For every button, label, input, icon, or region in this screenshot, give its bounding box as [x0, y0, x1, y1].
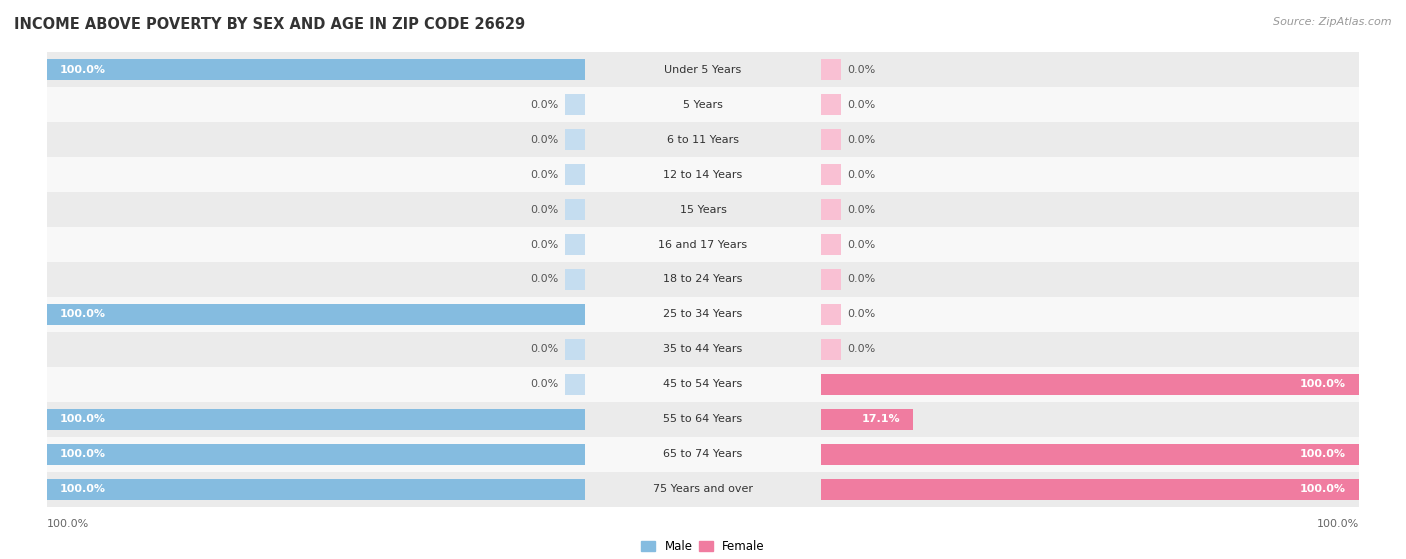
Text: 15 Years: 15 Years	[679, 205, 727, 215]
Bar	[46, 409, 585, 430]
Bar	[46, 87, 1360, 122]
Text: 0.0%: 0.0%	[530, 205, 558, 215]
Bar	[821, 444, 1360, 465]
Text: 0.0%: 0.0%	[530, 239, 558, 249]
Text: 0.0%: 0.0%	[530, 169, 558, 179]
Text: 0.0%: 0.0%	[530, 100, 558, 110]
Text: 0.0%: 0.0%	[848, 64, 876, 74]
Bar	[46, 402, 1360, 437]
Text: 18 to 24 Years: 18 to 24 Years	[664, 274, 742, 285]
Bar	[821, 374, 1360, 395]
Bar	[565, 339, 585, 360]
Text: 0.0%: 0.0%	[848, 205, 876, 215]
Bar	[46, 52, 1360, 87]
Text: 0.0%: 0.0%	[530, 135, 558, 145]
Text: 100.0%: 100.0%	[46, 519, 89, 529]
Bar	[821, 269, 841, 290]
Bar	[821, 339, 841, 360]
Text: 0.0%: 0.0%	[848, 310, 876, 320]
Text: 75 Years and over: 75 Years and over	[652, 485, 754, 495]
Bar	[46, 437, 1360, 472]
Bar	[821, 59, 841, 80]
Text: INCOME ABOVE POVERTY BY SEX AND AGE IN ZIP CODE 26629: INCOME ABOVE POVERTY BY SEX AND AGE IN Z…	[14, 17, 526, 32]
Text: 0.0%: 0.0%	[530, 344, 558, 354]
Text: 0.0%: 0.0%	[530, 274, 558, 285]
Text: 0.0%: 0.0%	[848, 344, 876, 354]
Bar	[46, 479, 585, 500]
Bar	[565, 94, 585, 115]
Bar	[821, 129, 841, 150]
Text: 0.0%: 0.0%	[848, 135, 876, 145]
Text: Under 5 Years: Under 5 Years	[665, 64, 741, 74]
Text: 100.0%: 100.0%	[60, 310, 105, 320]
Bar	[821, 304, 841, 325]
Bar	[46, 304, 585, 325]
Text: 17.1%: 17.1%	[862, 414, 900, 424]
Bar	[565, 269, 585, 290]
Bar	[46, 122, 1360, 157]
Text: 100.0%: 100.0%	[1301, 380, 1346, 390]
Bar	[46, 192, 1360, 227]
Bar	[46, 332, 1360, 367]
Text: 100.0%: 100.0%	[60, 64, 105, 74]
Bar	[565, 234, 585, 255]
Bar	[821, 199, 841, 220]
Text: 5 Years: 5 Years	[683, 100, 723, 110]
Text: 100.0%: 100.0%	[60, 414, 105, 424]
Bar	[821, 94, 841, 115]
Bar	[565, 129, 585, 150]
Text: Source: ZipAtlas.com: Source: ZipAtlas.com	[1274, 17, 1392, 27]
Text: 65 to 74 Years: 65 to 74 Years	[664, 449, 742, 459]
Bar	[46, 59, 585, 80]
Legend: Male, Female: Male, Female	[637, 536, 769, 558]
Text: 0.0%: 0.0%	[848, 239, 876, 249]
Text: 100.0%: 100.0%	[1301, 485, 1346, 495]
Text: 35 to 44 Years: 35 to 44 Years	[664, 344, 742, 354]
Bar	[46, 367, 1360, 402]
Bar	[565, 164, 585, 185]
Bar	[46, 297, 1360, 332]
Bar	[46, 472, 1360, 507]
Bar	[565, 374, 585, 395]
Text: 16 and 17 Years: 16 and 17 Years	[658, 239, 748, 249]
Bar	[46, 262, 1360, 297]
Bar	[565, 199, 585, 220]
Bar	[821, 479, 1360, 500]
Text: 0.0%: 0.0%	[530, 380, 558, 390]
Bar	[821, 164, 841, 185]
Text: 100.0%: 100.0%	[60, 485, 105, 495]
Text: 25 to 34 Years: 25 to 34 Years	[664, 310, 742, 320]
Text: 12 to 14 Years: 12 to 14 Years	[664, 169, 742, 179]
Text: 6 to 11 Years: 6 to 11 Years	[666, 135, 740, 145]
Bar	[46, 444, 585, 465]
Bar	[46, 227, 1360, 262]
Text: 100.0%: 100.0%	[1317, 519, 1360, 529]
Text: 0.0%: 0.0%	[848, 274, 876, 285]
Text: 0.0%: 0.0%	[848, 100, 876, 110]
Bar	[46, 157, 1360, 192]
Bar	[821, 409, 912, 430]
Text: 100.0%: 100.0%	[60, 449, 105, 459]
Text: 45 to 54 Years: 45 to 54 Years	[664, 380, 742, 390]
Text: 100.0%: 100.0%	[1301, 449, 1346, 459]
Text: 0.0%: 0.0%	[848, 169, 876, 179]
Text: 55 to 64 Years: 55 to 64 Years	[664, 414, 742, 424]
Bar	[821, 234, 841, 255]
